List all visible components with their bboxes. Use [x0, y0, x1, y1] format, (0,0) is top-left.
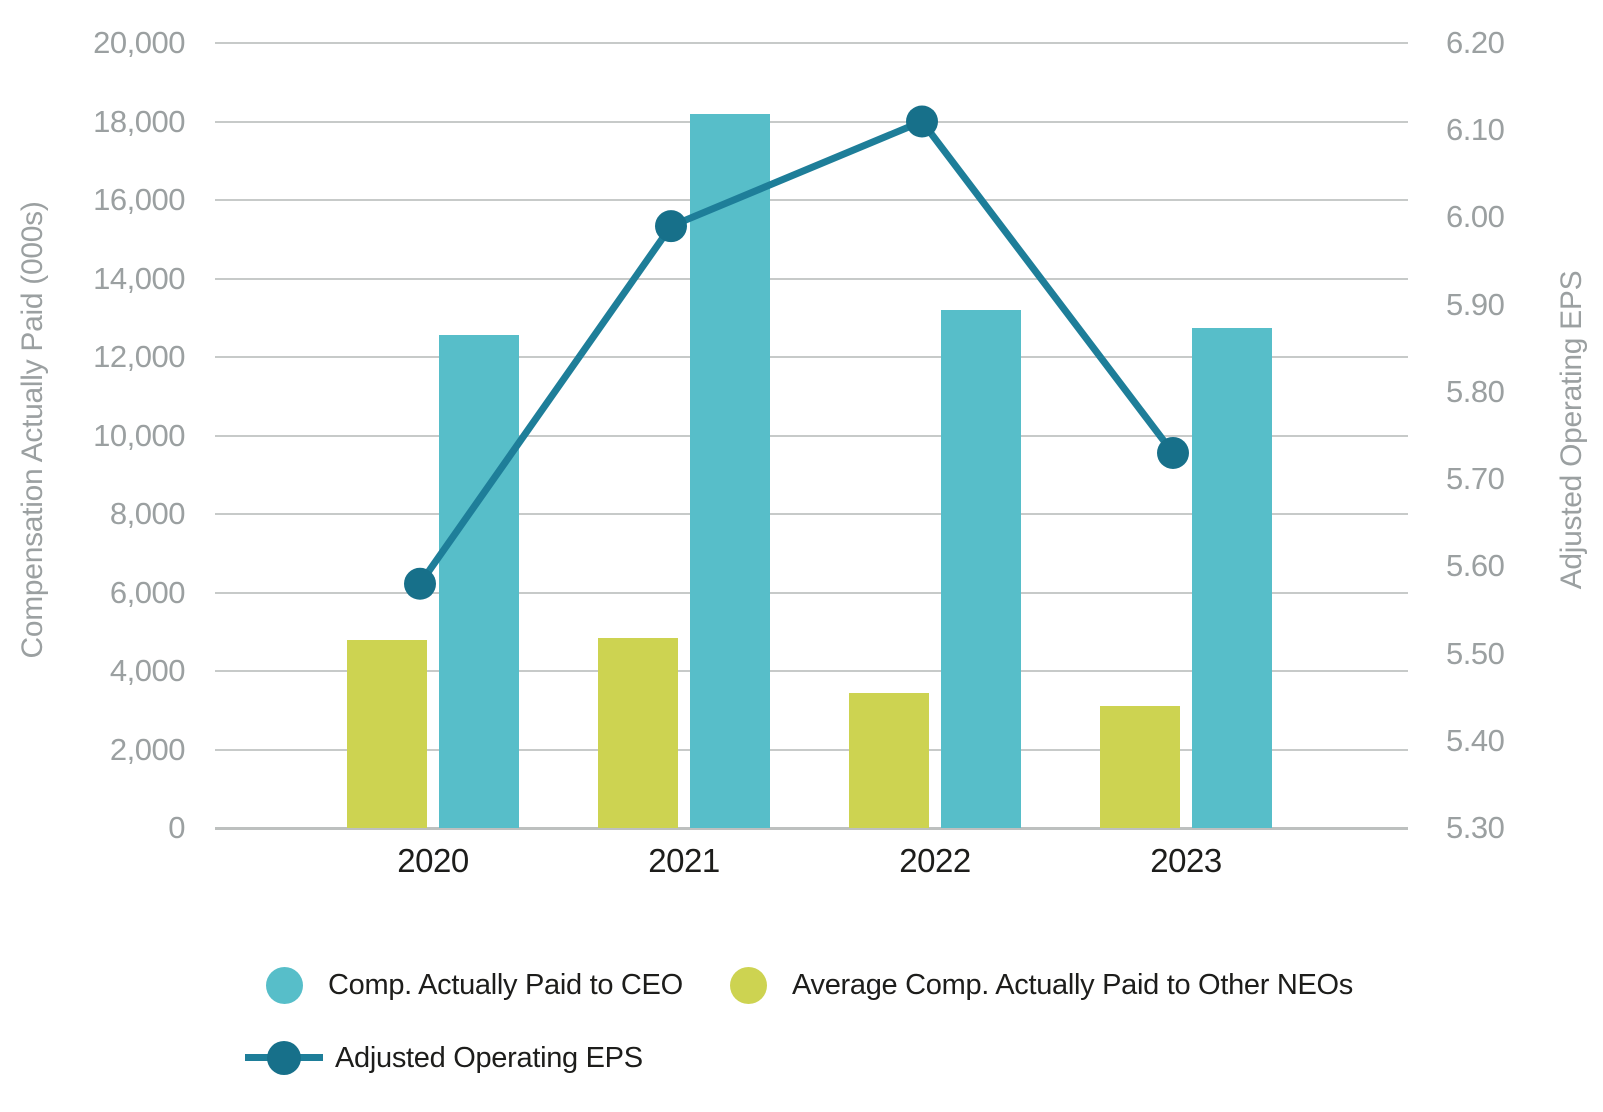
- gridline: [215, 513, 1408, 515]
- legend-item-ceo: Comp. Actually Paid to CEO: [266, 966, 683, 1004]
- left-axis-tick-label: 4,000: [109, 653, 186, 688]
- bar-ceo-2021: [690, 113, 770, 828]
- gridline: [215, 356, 1408, 358]
- legend-label-ceo: Comp. Actually Paid to CEO: [328, 969, 683, 1001]
- gridline: [215, 277, 1408, 280]
- neos-series-marker-icon: [730, 966, 767, 1004]
- left-axis-tick-label: 8,000: [109, 496, 186, 531]
- right-axis-title: Adjusted Operating EPS: [1555, 270, 1588, 590]
- right-axis-tick-label: 5.50: [1446, 635, 1505, 671]
- eps-line-marker-icon: [245, 1039, 323, 1077]
- left-axis-tick-label: 6,000: [109, 574, 186, 610]
- eps-point-2021: [655, 210, 687, 243]
- x-axis-label-2022: 2022: [899, 842, 971, 879]
- right-axis-tick-label: 5.70: [1446, 461, 1505, 497]
- right-axis-tick-label: 5.30: [1446, 810, 1505, 845]
- left-axis-tick-label: 20,000: [93, 25, 185, 60]
- left-axis-tick-label: 16,000: [93, 182, 185, 217]
- legend-label-eps: Adjusted Operating EPS: [335, 1042, 643, 1074]
- bar-ceo-2020: [439, 335, 519, 828]
- right-axis-tick-label: 5.80: [1446, 373, 1505, 409]
- gridline: [215, 42, 1408, 44]
- gridline: [215, 591, 1408, 594]
- left-axis-tick-label: 14,000: [93, 260, 185, 296]
- right-axis-tick-label: 6.00: [1446, 199, 1505, 235]
- eps-point-2023: [1157, 436, 1189, 469]
- eps-line: [417, 117, 1176, 586]
- gridline: [215, 120, 1408, 123]
- gridline: [215, 827, 1408, 830]
- right-axis-tick-label: 5.90: [1446, 286, 1505, 322]
- ceo-series-marker-icon: [266, 966, 303, 1004]
- bar-neos-2020: [347, 639, 427, 828]
- right-axis-tick-label: 5.60: [1446, 548, 1505, 584]
- bar-neos-2023: [1100, 706, 1180, 828]
- legend-item-neos: Average Comp. Actually Paid to Other NEO…: [730, 966, 1353, 1004]
- x-axis-label-2021: 2021: [648, 842, 720, 879]
- legend-label-neos: Average Comp. Actually Paid to Other NEO…: [792, 969, 1353, 1001]
- left-axis-tick-label: 2,000: [109, 731, 186, 767]
- x-axis-label-2020: 2020: [397, 842, 469, 879]
- x-axis-label-2023: 2023: [1150, 842, 1222, 879]
- right-axis-tick-label: 6.20: [1446, 25, 1505, 60]
- bar-ceo-2022: [941, 309, 1021, 828]
- left-axis-tick-label: 18,000: [93, 103, 185, 139]
- right-axis-tick-label: 6.10: [1446, 112, 1505, 148]
- eps-point-2020: [404, 567, 436, 600]
- eps-point-2022: [906, 105, 938, 138]
- gridline: [215, 670, 1408, 672]
- gridline: [215, 434, 1408, 437]
- bar-neos-2021: [598, 637, 678, 828]
- right-axis-tick-label: 5.40: [1446, 722, 1505, 758]
- left-axis-tick-label: 12,000: [93, 339, 185, 374]
- gridline: [215, 199, 1408, 201]
- gridline: [215, 748, 1408, 751]
- bar-neos-2022: [849, 692, 929, 828]
- bar-ceo-2023: [1192, 327, 1272, 828]
- legend-item-eps: Adjusted Operating EPS: [245, 1039, 643, 1077]
- left-axis-title: Compensation Actually Paid (000s): [16, 201, 49, 659]
- left-axis-tick-label: 10,000: [93, 417, 185, 453]
- left-axis-tick-label: 0: [168, 810, 185, 845]
